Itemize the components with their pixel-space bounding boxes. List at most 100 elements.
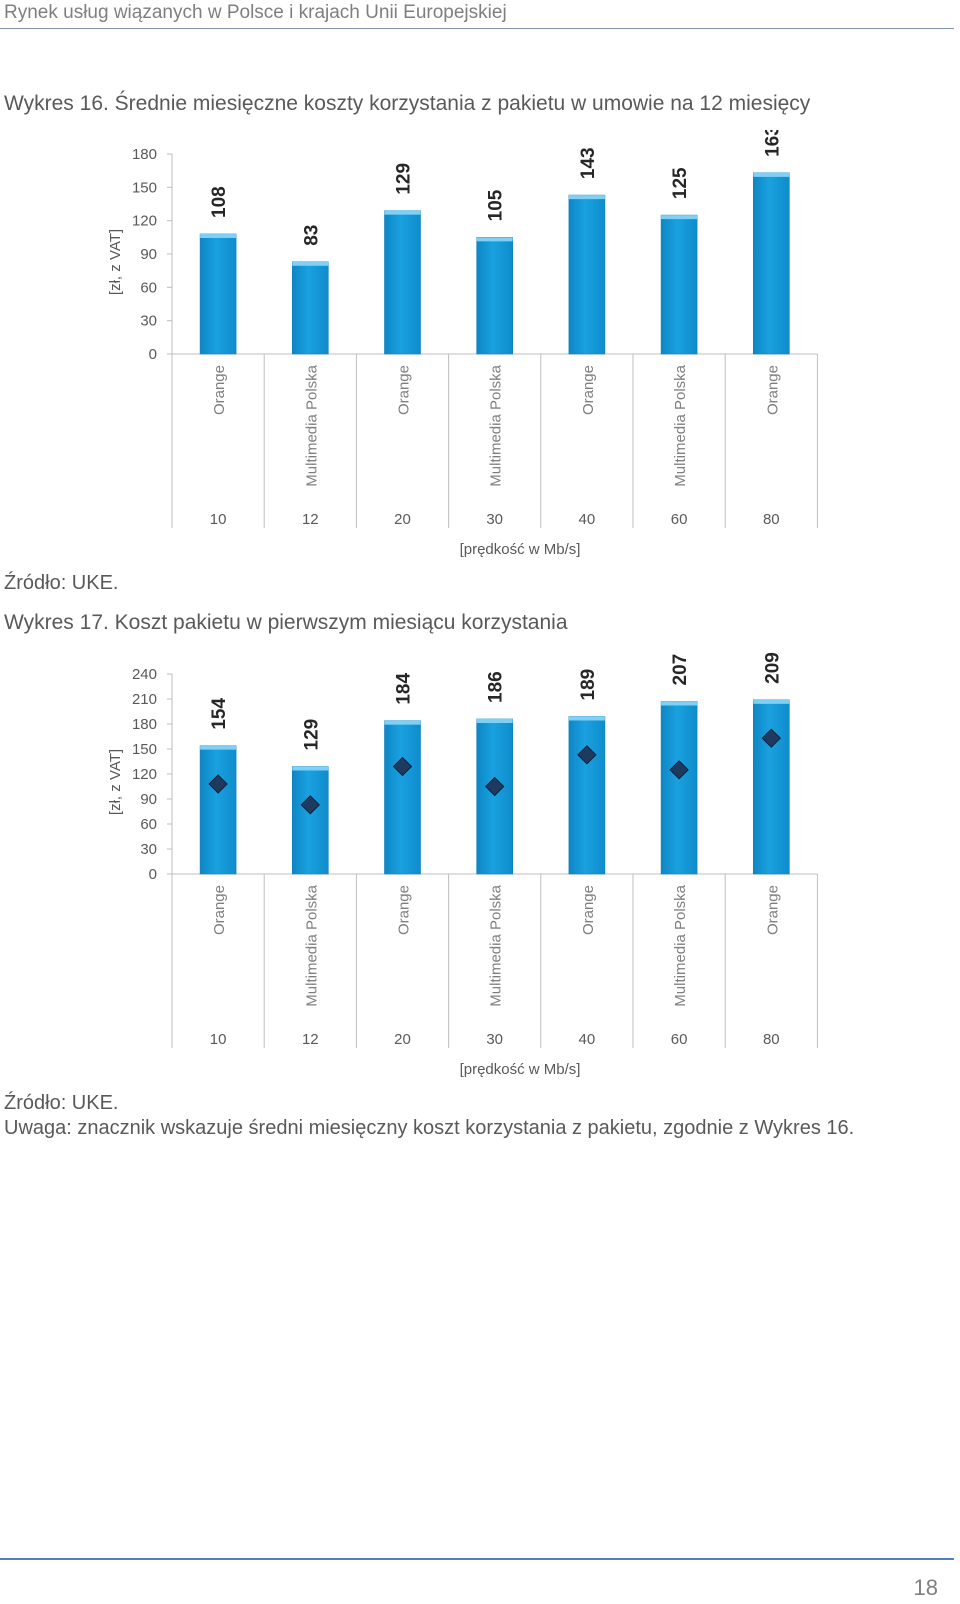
chart2-y-tick-label: 150 <box>132 741 157 758</box>
chart1-speed-label: 20 <box>394 511 411 528</box>
chart1-y-tick-label: 30 <box>140 313 157 330</box>
chart1-category-label: Orange <box>580 365 597 415</box>
chart1-speed-label: 10 <box>210 511 227 528</box>
chart2-bar <box>752 699 790 875</box>
chart2-category-label: Multimedia Polska <box>672 884 689 1006</box>
chart1-bar <box>199 233 237 355</box>
chart1-data-label: 129 <box>394 163 415 195</box>
chart2-bar-top-highlight <box>753 699 790 704</box>
chart1-y-axis-title: [zł, z VAT] <box>107 229 124 295</box>
chart1-data-label: 125 <box>670 167 691 199</box>
chart2-marker-diamond <box>761 728 782 748</box>
chart2-bar <box>568 716 606 875</box>
chart2-marker-diamond <box>208 774 228 794</box>
chart2-x-axis-title: [prędkość w Mb/s] <box>460 1061 581 1078</box>
chart1-speed-label: 12 <box>302 511 319 528</box>
chart1-bar-top-highlight <box>661 215 698 220</box>
chart2-speed-label: 30 <box>486 1031 503 1048</box>
chart1-bar-chart: 0 30 60 90 120 150 180 [zł, z VAT] 108 Orange 10 83… <box>107 130 818 558</box>
chart2-bar-top-highlight <box>384 720 421 725</box>
chart1-data-label: 108 <box>209 186 230 218</box>
chart1-category-label: Orange <box>396 365 413 415</box>
chart1-y-tick-label: 60 <box>140 279 157 296</box>
chart1-speed-label: 40 <box>579 511 596 528</box>
chart2-y-axis-title: [zł, z VAT] <box>107 749 124 815</box>
chart2-speed-label: 12 <box>302 1031 319 1048</box>
chart1-category-label: Multimedia Polska <box>488 364 505 486</box>
chart2-bar-chart: 0 30 60 90 120 150 180 210 240 [zł, z VAT] 154 Oran… <box>107 652 818 1078</box>
chart1-speed-label: 60 <box>671 511 688 528</box>
chart1-category-label: Orange <box>211 365 228 415</box>
chart2-marker-diamond <box>392 756 413 777</box>
chart1-source: Źródło: UKE. <box>4 572 119 594</box>
chart2-bar-top-highlight <box>292 766 329 771</box>
chart1-y-tick-label: 120 <box>132 213 157 230</box>
chart1-x-axis-title: [prędkość w Mb/s] <box>460 541 581 558</box>
page-number: 18 <box>913 1575 938 1600</box>
chart1-bar <box>752 172 790 355</box>
chart1-bar <box>384 210 421 355</box>
chart1-data-label: 83 <box>301 225 322 246</box>
header-divider <box>0 28 954 29</box>
chart2-y-tick-label: 90 <box>140 791 157 808</box>
chart2-bar <box>660 701 698 875</box>
chart1-bar-top-highlight <box>384 210 421 215</box>
chart2-y-tick-label: 210 <box>132 691 157 708</box>
chart1-y-tick-label: 0 <box>149 346 157 363</box>
chart2-marker-diamond <box>669 760 689 780</box>
chart2-marker-diamond <box>484 776 505 797</box>
chart2-data-label: 154 <box>209 698 230 730</box>
chart1-speed-label: 30 <box>486 511 503 528</box>
chart1-y-tick-label: 180 <box>132 146 157 163</box>
chart1-category-label: Orange <box>764 365 781 415</box>
chart2-category-label: Orange <box>396 885 413 935</box>
chart1-data-label: 105 <box>486 189 507 221</box>
chart2-data-label: 189 <box>578 669 599 701</box>
chart2-y-tick-label: 240 <box>132 666 157 683</box>
chart2-speed-label: 20 <box>394 1031 411 1048</box>
chart2-bar-top-highlight <box>200 745 237 750</box>
chart2-bar-top-highlight <box>568 716 605 721</box>
chart2-y-tick-label: 180 <box>132 716 157 733</box>
chart2-category-label: Orange <box>580 885 597 935</box>
chart2-bar <box>384 720 421 875</box>
chart1-bar <box>476 237 514 355</box>
chart2-category-label: Orange <box>211 885 228 935</box>
chart2-category-label: Multimedia Polska <box>303 884 320 1006</box>
chart2-speed-label: 40 <box>579 1031 596 1048</box>
chart1-y-tick-label: 90 <box>140 246 157 263</box>
chart1-bar <box>660 214 698 355</box>
chart2-marker-diamond <box>577 745 597 765</box>
chart2-data-label: 186 <box>486 671 507 703</box>
chart1-bar-top-highlight <box>753 172 790 177</box>
chart2-speed-label: 10 <box>210 1031 227 1048</box>
chart2-bar <box>476 718 514 875</box>
chart1-data-label: 143 <box>578 147 599 179</box>
chart1-category-label: Multimedia Polska <box>303 364 320 486</box>
chart2-caption: Wykres 17. Koszt pakietu w pierwszym mie… <box>4 611 568 634</box>
chart2-category-label: Orange <box>764 885 781 935</box>
chart1-bar-top-highlight <box>200 234 237 238</box>
chart2-data-label: 209 <box>762 652 783 684</box>
chart2-speed-label: 80 <box>763 1031 780 1048</box>
chart2-bar <box>199 745 237 875</box>
page-header-title: Rynek usług wiązanych w Polsce i krajach… <box>4 2 507 23</box>
chart1-category-label: Multimedia Polska <box>672 364 689 486</box>
footer-divider <box>0 1558 954 1560</box>
chart2-y-tick-label: 60 <box>140 816 157 833</box>
chart2-category-label: Multimedia Polska <box>488 884 505 1006</box>
chart1-speed-label: 80 <box>763 511 780 528</box>
chart1-bar <box>568 194 606 355</box>
chart2-y-tick-label: 120 <box>132 766 157 783</box>
chart1-caption: Wykres 16. Średnie miesięczne koszty kor… <box>4 92 811 115</box>
chart2-note: Uwaga: znacznik wskazuje średni miesięcz… <box>4 1117 855 1139</box>
chart2-marker-diamond <box>300 795 321 815</box>
chart1-data-label: 163 <box>762 130 783 157</box>
chart2-source: Źródło: UKE. <box>4 1092 119 1114</box>
chart1-bar-top-highlight <box>476 237 513 242</box>
chart2-bar <box>291 766 329 875</box>
chart2-y-tick-label: 0 <box>149 866 157 883</box>
chart1-bar <box>291 261 329 355</box>
chart1-y-tick-label: 150 <box>132 179 157 196</box>
chart1-bar-top-highlight <box>292 261 329 266</box>
